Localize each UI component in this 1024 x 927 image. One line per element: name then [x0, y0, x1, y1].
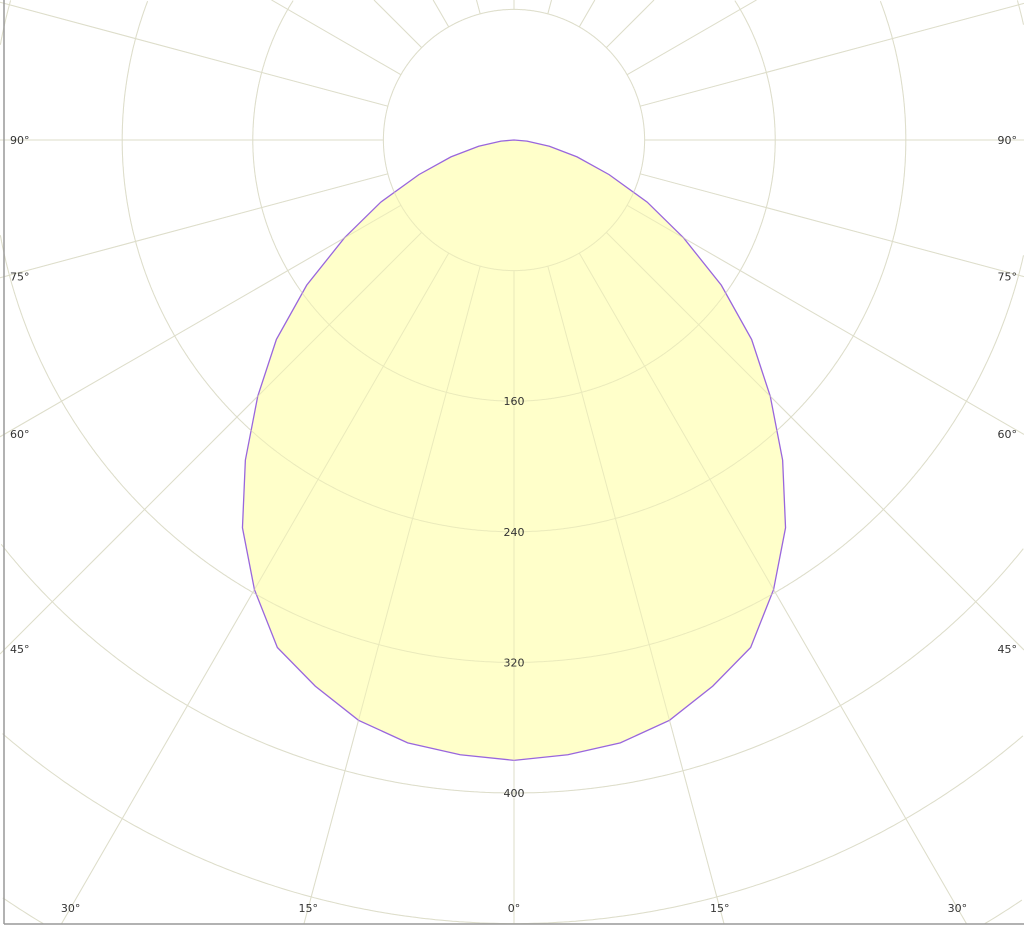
angle-label-bottom: 30°	[61, 902, 81, 915]
angle-label-bottom: 15°	[298, 902, 318, 915]
radial-tick-label: 320	[504, 656, 525, 669]
grid-radial-line-overlay	[432, 0, 450, 28]
grid-radial-line-overlay	[626, 204, 1024, 435]
radial-tick-label: 240	[504, 526, 525, 539]
grid-radial-line-overlay	[640, 2, 1024, 107]
grid-ring-overlay	[252, 0, 776, 402]
grid-radial-line-overlay	[60, 252, 450, 925]
grid-radial-line-overlay	[547, 266, 725, 925]
grid-ring	[2, 733, 1024, 925]
grid-radial-line-overlay	[578, 252, 968, 925]
angle-label-left: 45°	[10, 643, 30, 656]
grid-radial-line-overlay	[0, 1, 388, 107]
grid-radial-line-overlay	[303, 266, 481, 925]
grid-radial-line-overlay	[626, 0, 757, 76]
grid-radial-line-overlay	[476, 0, 481, 14]
angle-label-right: 60°	[998, 428, 1018, 441]
grid-ring-overlay	[2, 733, 1024, 925]
angle-label-left: 90°	[10, 134, 30, 147]
grid-radial-line-overlay	[605, 0, 655, 49]
angle-label-right: 75°	[998, 270, 1018, 283]
angle-label-bottom: 0°	[508, 902, 521, 915]
grid-radial-line-overlay	[640, 173, 1024, 278]
angle-label-bottom: 15°	[710, 902, 730, 915]
angle-label-left: 60°	[10, 428, 30, 441]
angle-label-right: 90°	[998, 134, 1018, 147]
grid-radial-line-overlay	[0, 231, 423, 655]
radial-tick-label: 400	[504, 787, 525, 800]
angle-label-left: 75°	[10, 270, 30, 283]
radial-tick-label: 160	[504, 395, 525, 408]
labels: 160 240 320 400 90° 90° 75° 75° 60° 60° 45° 45° 30° 1…	[10, 134, 1017, 915]
angle-label-bottom: 30°	[948, 902, 968, 915]
grid-radial-line-overlay	[0, 204, 402, 438]
grid-ring-overlay	[0, 543, 1024, 794]
angle-label-right: 45°	[998, 643, 1018, 656]
grid-ring-overlay	[0, 0, 1024, 663]
grid-radial-line-overlay	[0, 173, 388, 279]
grid-radial-line-overlay	[578, 0, 596, 28]
grid-ring-overlay	[121, 1, 907, 533]
grid-radial-line-overlay	[373, 0, 423, 49]
grid-radial-line-overlay	[605, 231, 1024, 651]
grid-radial-line-overlay	[271, 0, 402, 76]
grid-radial-line-overlay	[547, 0, 552, 14]
grid-ring-overlay	[2, 897, 1023, 925]
